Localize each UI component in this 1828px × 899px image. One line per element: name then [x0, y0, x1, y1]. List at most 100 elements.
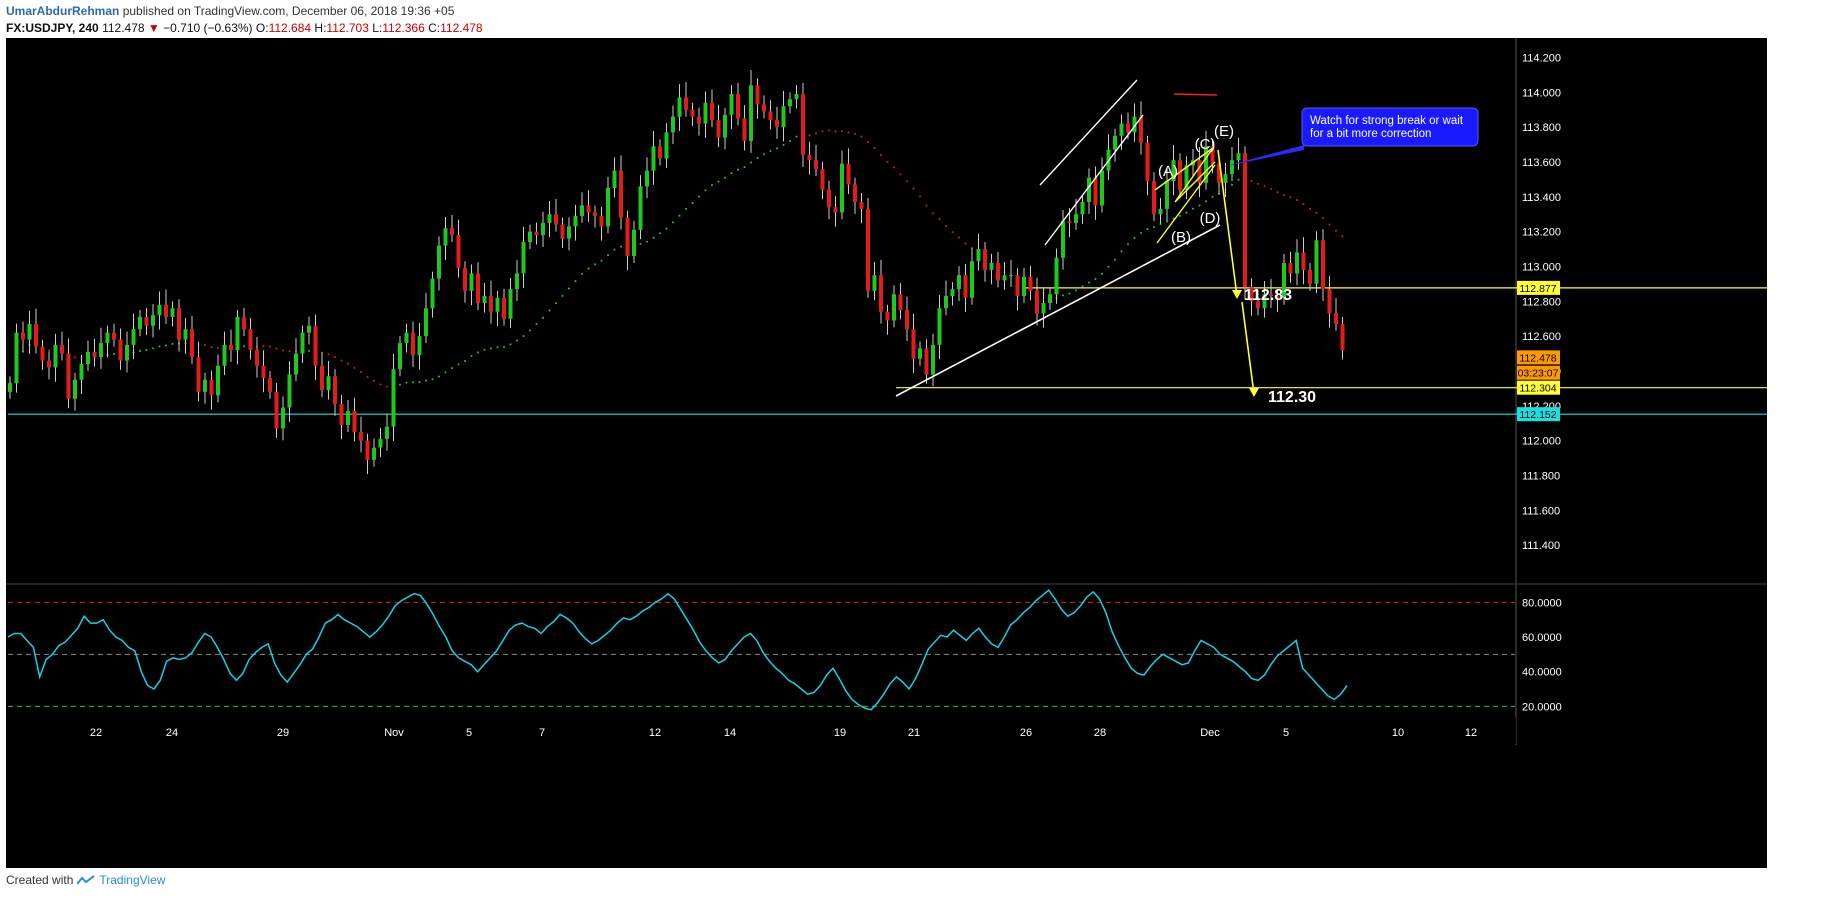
candle-body — [599, 215, 604, 227]
moving-average-dot — [1179, 214, 1181, 217]
candle-body — [1165, 181, 1169, 209]
candle-body — [86, 351, 90, 364]
callout-text-line1: Watch for strong break or wait — [1310, 115, 1464, 127]
moving-average-dot — [438, 375, 440, 378]
moving-average-dot — [574, 280, 577, 283]
candle-body — [638, 186, 643, 230]
candle-body — [697, 116, 701, 124]
moving-average-dot — [899, 173, 902, 176]
candle-body — [1132, 116, 1137, 133]
candle-body — [1041, 303, 1046, 314]
time-tick-label: Dec — [1200, 727, 1220, 739]
price-label-bg — [1517, 380, 1560, 395]
price-tick-label: 111.400 — [1522, 540, 1560, 552]
moving-average-dot — [1159, 223, 1162, 226]
candle-body — [794, 94, 799, 100]
price-tick-label: 112.600 — [1522, 331, 1561, 343]
moving-average-dot — [386, 385, 388, 388]
candle-body — [268, 377, 272, 392]
candle-body — [677, 97, 682, 117]
price-tick-label: 113.200 — [1522, 227, 1561, 239]
candle-body — [879, 275, 883, 312]
candle-body — [79, 364, 84, 380]
candle-body — [196, 357, 201, 392]
price-label-bg — [1517, 407, 1560, 422]
moving-average-dot — [158, 345, 161, 348]
candle-body — [1184, 165, 1189, 190]
moving-average-dot — [1075, 289, 1077, 292]
time-tick-label: 24 — [166, 727, 178, 739]
candle-body — [313, 325, 318, 366]
moving-average-dot — [906, 180, 908, 183]
rsi-tick-label: 40.0000 — [1522, 667, 1562, 679]
candle-body — [346, 411, 350, 425]
moving-average-dot — [418, 380, 421, 383]
wave-label: (D) — [1200, 210, 1221, 227]
candle-body — [463, 268, 467, 291]
price-label-text: 03:23:07 — [1518, 368, 1559, 380]
time-tick-label: 22 — [90, 727, 102, 739]
rsi-axis: 80.0000 60.0000 40.0000 20.0000 — [6, 583, 1767, 713]
candle-body — [996, 262, 1000, 281]
candle-body — [469, 273, 474, 291]
open-value: 112.684 — [268, 21, 312, 35]
time-tick-label: 10 — [1392, 727, 1404, 739]
candle-body — [242, 316, 246, 330]
moving-average-dot — [880, 153, 882, 156]
moving-average-dot — [74, 356, 76, 359]
candle-body — [1015, 275, 1020, 297]
candle-body — [1145, 142, 1150, 182]
candle-body — [222, 344, 227, 366]
moving-average-dot — [652, 236, 655, 239]
moving-average-dot — [373, 379, 375, 382]
moving-average-dot — [1133, 236, 1136, 239]
moving-average-dot — [847, 131, 850, 134]
moving-average-dot — [613, 248, 616, 251]
candle-body — [625, 217, 630, 256]
moving-average-dot — [782, 143, 785, 146]
author-link[interactable]: UmarAbdurRehman — [6, 4, 120, 18]
moving-average-dot — [1263, 185, 1266, 188]
candle-body — [1022, 276, 1026, 297]
price-label-bg — [1517, 365, 1560, 380]
tradingview-link[interactable]: TradingView — [99, 873, 166, 887]
candle-body — [164, 304, 168, 317]
candle-body — [1340, 323, 1345, 351]
candle-body — [801, 94, 805, 155]
time-axis: 22 24 29 Nov 5 7 12 14 19 21 26 28 Dec 5 10 12 — [6, 718, 1516, 744]
candle-body — [1314, 240, 1319, 284]
candle-body — [352, 411, 357, 432]
moving-average-dot — [730, 172, 733, 175]
candle-body — [820, 168, 825, 190]
candle-body — [1113, 135, 1117, 150]
candle-body — [326, 376, 331, 391]
time-tick-label: 7 — [539, 727, 545, 739]
moving-average-dot — [789, 139, 791, 142]
moving-average-dot — [1114, 258, 1116, 261]
moving-average-dot — [535, 322, 538, 325]
price-tick-label: 113.000 — [1522, 261, 1561, 273]
moving-average-dot — [750, 161, 752, 164]
candle-body — [1269, 294, 1273, 297]
candle-body — [1230, 160, 1234, 175]
candle-body — [170, 308, 175, 317]
tradingview-logo-icon — [77, 875, 95, 885]
yellow-wave-path — [1154, 147, 1216, 203]
moving-average-dot — [522, 335, 525, 338]
candle-body — [1282, 262, 1286, 298]
candle-body — [385, 426, 389, 439]
time-tick-label: 21 — [908, 727, 920, 739]
candle-body — [1295, 252, 1299, 274]
moving-average-dot — [594, 263, 596, 266]
candle-body — [1119, 123, 1124, 136]
footer: Created with TradingView — [6, 873, 165, 887]
candle-body — [963, 275, 968, 298]
moving-average-dot — [1146, 228, 1149, 231]
moving-average-dot — [1270, 187, 1272, 190]
moving-average-dot — [1127, 243, 1129, 246]
moving-average-dot — [243, 345, 245, 348]
price-tick-label: 112.000 — [1522, 436, 1561, 448]
moving-average-dot — [509, 343, 512, 346]
horizontal-levels — [8, 287, 1767, 415]
